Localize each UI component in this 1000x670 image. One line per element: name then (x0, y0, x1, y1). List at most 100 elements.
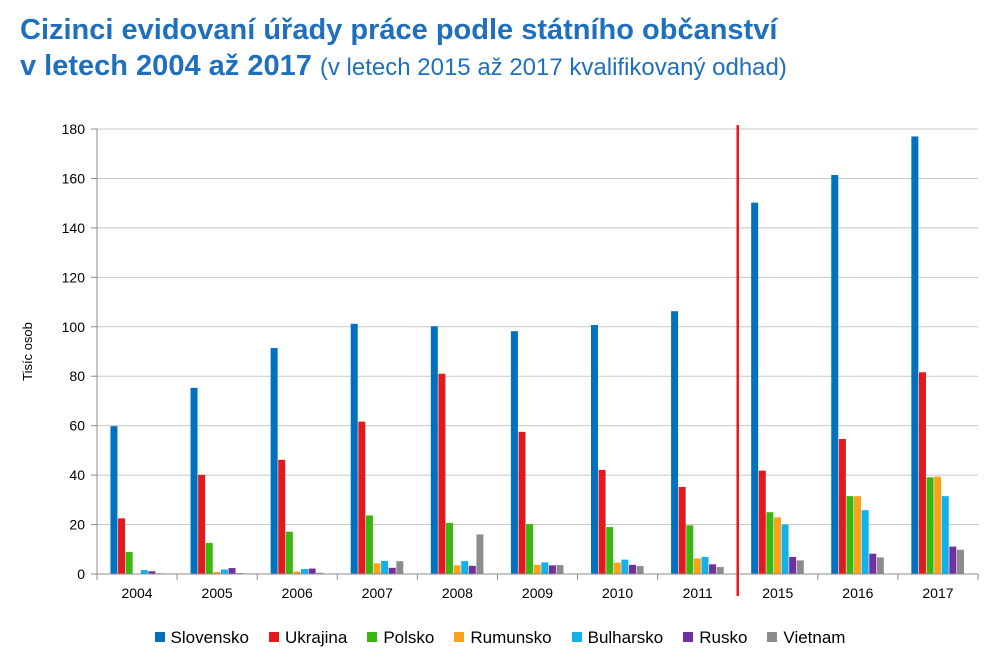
x-tick-label: 2015 (762, 585, 793, 601)
x-tick-label: 2010 (602, 585, 633, 601)
bar-ukrajina-2009 (518, 431, 526, 574)
bar-vietnam-2006 (316, 572, 324, 574)
bar-rusko-2006 (308, 568, 316, 574)
bar-bulharsko-2015 (781, 524, 789, 574)
x-tick-label: 2017 (922, 585, 953, 601)
bar-vietnam-2008 (476, 534, 484, 574)
bar-polsko-2004 (125, 551, 133, 574)
bar-rumunsko-2017 (934, 476, 942, 574)
bar-vietnam-2009 (556, 565, 564, 574)
bar-rumunsko-2008 (453, 565, 461, 574)
bar-polsko-2005 (205, 542, 213, 574)
legend-label: Ukrajina (284, 628, 348, 647)
y-tick-label: 60 (69, 418, 85, 434)
x-tick-label: 2009 (522, 585, 553, 601)
legend-item: Rumunsko (454, 628, 552, 648)
bar-rusko-2007 (388, 567, 396, 574)
y-tick-label: 120 (62, 269, 86, 285)
bar-polsko-2017 (926, 477, 934, 574)
bar-slovensko-2017 (911, 136, 919, 574)
title-line-1: Cizinci evidovaní úřady práce podle stát… (20, 14, 778, 46)
legend-swatch (571, 632, 582, 642)
bar-vietnam-2007 (396, 561, 404, 574)
bar-rumunsko-2006 (293, 571, 301, 574)
bar-polsko-2011 (686, 525, 694, 574)
bar-vietnam-2015 (796, 560, 804, 574)
legend-label: Rumunsko (470, 628, 552, 647)
bar-rusko-2008 (468, 565, 476, 574)
x-tick-label: 2008 (442, 585, 473, 601)
bar-rumunsko-2009 (533, 564, 541, 574)
legend-swatch (367, 632, 378, 642)
legend-label: Rusko (699, 628, 748, 647)
legend-swatch (154, 632, 165, 642)
bar-bulharsko-2010 (621, 559, 629, 574)
bar-rusko-2016 (869, 553, 877, 574)
bar-bulharsko-2005 (220, 569, 228, 574)
bar-rusko-2011 (709, 564, 717, 574)
y-tick-label: 20 (69, 517, 85, 533)
legend-item: Polsko (367, 628, 434, 648)
bar-ukrajina-2005 (198, 474, 206, 574)
legend-swatch (767, 632, 778, 642)
bar-ukrajina-2011 (678, 486, 686, 574)
legend-swatch (268, 632, 279, 642)
bar-rusko-2005 (228, 568, 236, 574)
y-tick-label: 160 (62, 170, 86, 186)
x-tick-label: 2005 (202, 585, 233, 601)
y-tick-label: 100 (62, 319, 86, 335)
bar-ukrajina-2007 (358, 421, 366, 574)
bar-slovensko-2015 (751, 202, 759, 574)
bar-vietnam-2016 (876, 557, 884, 574)
legend-item: Bulharsko (571, 628, 663, 648)
x-tick-label: 2011 (683, 585, 713, 601)
title-line-2: v letech 2004 až 2017 (v letech 2015 až … (20, 48, 980, 86)
bar-bulharsko-2009 (541, 562, 549, 574)
legend-label: Polsko (383, 628, 435, 647)
bar-slovensko-2008 (430, 326, 438, 574)
legend-item: Vietnam (767, 628, 845, 648)
bar-ukrajina-2010 (598, 469, 606, 574)
bar-bulharsko-2011 (701, 556, 709, 574)
legend-label: Vietnam (783, 628, 846, 647)
bar-bulharsko-2006 (301, 569, 309, 574)
x-tick-label: 2006 (282, 585, 313, 601)
x-tick-label: 2004 (121, 585, 152, 601)
bar-bulharsko-2008 (461, 561, 469, 574)
chart-title: Cizinci evidovaní úřady práce podle stát… (20, 12, 980, 86)
chart-legend: Slovensko Ukrajina Polsko Rumunsko Bulharsko… (0, 628, 1000, 658)
bar-chart: 0 20 40 60 80 100 120 140 160 180 Tisíc osob 2004 20… (20, 121, 979, 601)
bar-vietnam-2011 (716, 567, 724, 574)
bar-rumunsko-2011 (693, 558, 701, 574)
bar-bulharsko-2004 (140, 570, 148, 574)
bar-ukrajina-2016 (838, 439, 846, 574)
bar-rusko-2004 (148, 571, 156, 574)
y-tick-label: 0 (77, 566, 85, 582)
bar-vietnam-2017 (956, 549, 964, 574)
legend-swatch (683, 632, 694, 642)
bar-bulharsko-2016 (861, 510, 869, 574)
bar-slovensko-2010 (590, 325, 598, 574)
legend-label: Slovensko (170, 628, 249, 647)
y-tick-label: 180 (62, 121, 86, 137)
bar-polsko-2009 (526, 524, 534, 574)
bar-rumunsko-2015 (773, 517, 781, 574)
legend-item: Slovensko (154, 628, 249, 648)
legend-item: Rusko (683, 628, 747, 648)
bar-rumunsko-2007 (373, 563, 381, 574)
bar-polsko-2010 (606, 527, 614, 574)
bar-rumunsko-2005 (213, 572, 221, 574)
bar-rusko-2010 (628, 564, 636, 574)
bar-rumunsko-2010 (613, 562, 621, 574)
bar-polsko-2008 (446, 522, 454, 574)
y-tick-label: 80 (69, 368, 85, 384)
bar-slovensko-2009 (510, 331, 518, 574)
bar-slovensko-2016 (831, 174, 839, 574)
bar-bulharsko-2007 (381, 560, 389, 574)
bar-rumunsko-2016 (854, 496, 862, 574)
bar-polsko-2006 (285, 531, 293, 574)
bar-ukrajina-2004 (118, 518, 126, 574)
bar-ukrajina-2015 (758, 470, 766, 574)
legend-swatch (454, 632, 465, 642)
bar-ukrajina-2006 (278, 459, 286, 574)
